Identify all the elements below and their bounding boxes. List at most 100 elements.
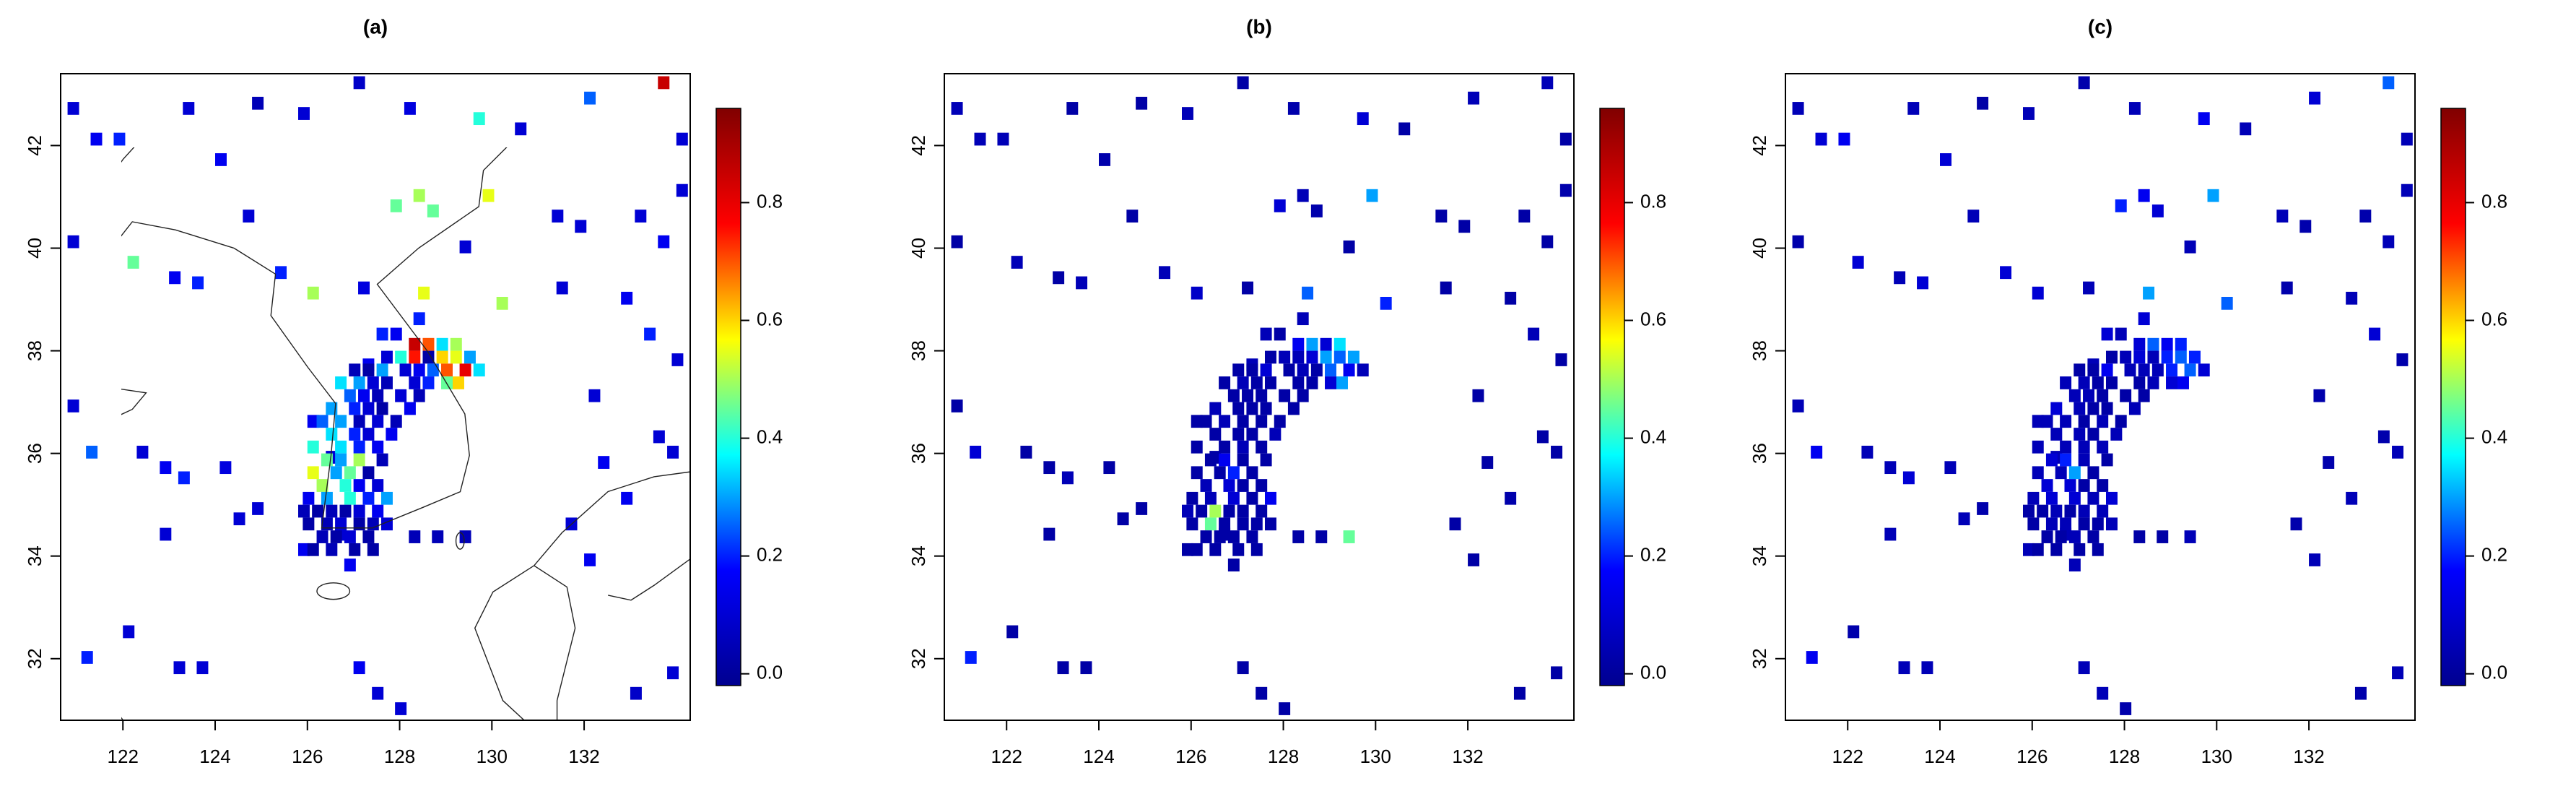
colorbar-tick-label: 0.0 [2481, 662, 2507, 683]
grid-cell [1468, 91, 1480, 105]
grid-cell [496, 296, 508, 310]
grid-cell [339, 504, 352, 518]
grid-cell [1191, 440, 1203, 454]
grid-cell [1274, 199, 1286, 212]
x-tick-label: 124 [199, 746, 230, 767]
grid-cell [453, 376, 464, 389]
grid-cell [2092, 517, 2104, 531]
grid-cell [1297, 363, 1309, 377]
grid-cell [409, 350, 421, 364]
colorbar-tick-label: 0.4 [2481, 426, 2507, 447]
grid-cell [219, 461, 232, 475]
x-tick-label: 130 [2201, 746, 2232, 767]
grid-cell [2105, 376, 2118, 389]
grid-cell [335, 453, 347, 467]
y-tick-label: 32 [24, 648, 45, 669]
grid-cell [1264, 517, 1276, 531]
grid-cell [2221, 296, 2233, 310]
grid-cell [2097, 415, 2109, 428]
grid-cell [409, 376, 421, 389]
x-tick-label: 126 [292, 746, 323, 767]
grid-cell [473, 112, 485, 126]
grid-cell [2074, 402, 2086, 415]
grid-cell [2050, 402, 2063, 415]
grid-cell [2032, 543, 2044, 556]
grid-cell [965, 651, 977, 664]
grid-cell [367, 543, 379, 556]
grid-cell [459, 530, 471, 543]
grid-cell [450, 337, 462, 351]
grid-cell [1232, 402, 1245, 415]
grid-cell [1541, 235, 1554, 249]
grid-cell [1320, 350, 1332, 364]
grid-cell [2083, 281, 2095, 295]
grid-cell [1472, 389, 1484, 402]
grid-cell [2078, 479, 2090, 492]
grid-cell [997, 132, 1009, 146]
grid-cell [160, 527, 172, 541]
grid-cell [2110, 428, 2123, 441]
grid-cell [2101, 327, 2113, 341]
grid-cell [1279, 350, 1291, 364]
grid-cell [1518, 210, 1531, 223]
grid-cell [1209, 402, 1222, 415]
grid-cell [427, 363, 439, 377]
grid-cell [1306, 350, 1318, 364]
grid-cell [372, 686, 384, 700]
grid-cell [1806, 651, 1818, 664]
grid-cell [2105, 350, 2118, 364]
plot-frame [1785, 73, 2416, 721]
grid-cell [1283, 363, 1295, 377]
grid-cell [2240, 122, 2252, 136]
grid-cell [344, 466, 356, 480]
grid-cell [1398, 122, 1411, 136]
grid-cell [2157, 530, 2169, 543]
grid-cell [1191, 466, 1203, 480]
grid-cell [1242, 281, 1254, 295]
grid-cell [344, 389, 356, 402]
grid-cell [1209, 504, 1222, 518]
y-tick-label: 34 [1749, 545, 1770, 566]
grid-cell [303, 517, 315, 531]
grid-cell [1260, 402, 1272, 415]
grid-cell [2147, 350, 2159, 364]
grid-cell [2290, 517, 2302, 531]
grid-cell [1468, 553, 1480, 566]
grid-cell [1219, 517, 1231, 531]
grid-cell [409, 530, 421, 543]
grid-cell [432, 530, 444, 543]
grid-cell [2078, 376, 2090, 389]
grid-cell [380, 376, 393, 389]
grid-cell [243, 210, 255, 223]
grid-cell [970, 445, 982, 459]
grid-cell [2060, 415, 2072, 428]
grid-cell [1343, 240, 1355, 254]
grid-cell [1343, 530, 1355, 543]
grid-cell [598, 456, 610, 469]
grid-cell [2060, 517, 2072, 531]
grid-cell [2281, 281, 2293, 295]
grid-cell [1551, 445, 1563, 459]
grid-cell [1219, 376, 1231, 389]
colorbar-tick-label: 0.6 [2481, 308, 2507, 329]
grid-cell [951, 235, 963, 249]
grid-cell [67, 102, 79, 115]
grid-cell [2396, 353, 2409, 366]
grid-cell [482, 189, 495, 202]
grid-cell [1902, 471, 1915, 485]
grid-cell [2041, 530, 2053, 543]
grid-cell [2128, 102, 2141, 115]
grid-cell [1792, 235, 1804, 249]
grid-cell [2092, 543, 2104, 556]
grid-cell [1333, 337, 1346, 351]
grid-cell [178, 471, 190, 485]
grid-cell [1541, 76, 1554, 90]
grid-cell [1811, 445, 1823, 459]
grid-cell [1505, 291, 1517, 305]
grid-cell [1264, 376, 1276, 389]
grid-cell [1536, 430, 1549, 444]
x-tick-label: 132 [1452, 746, 1483, 767]
panel: (c) 122 124 126 128 130 132 32 34 36 38 40 42 0.0 0.2 0… [1749, 15, 2507, 766]
colorbar-tick-label: 0.2 [757, 544, 783, 566]
grid-cell [1292, 530, 1305, 543]
